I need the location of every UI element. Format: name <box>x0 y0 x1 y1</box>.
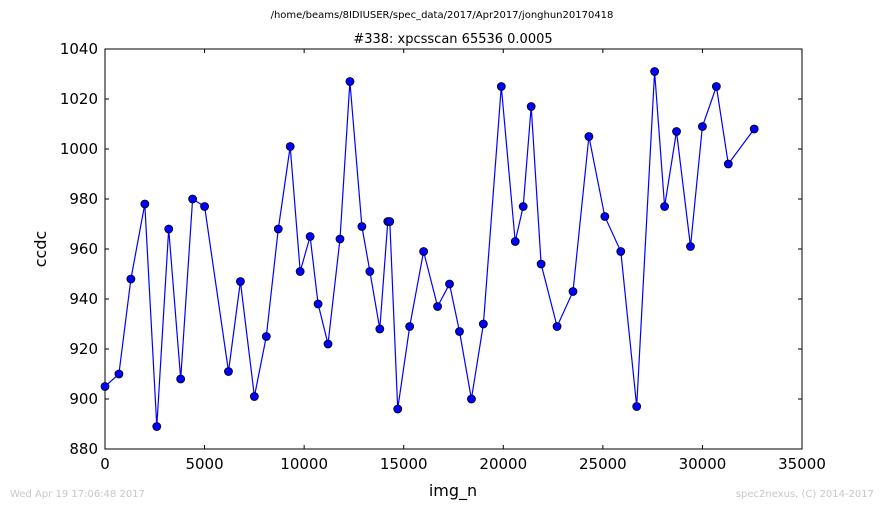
y-tick-label: 1020 <box>60 90 98 108</box>
y-tick-label: 880 <box>69 440 98 458</box>
data-point <box>686 242 695 251</box>
y-tick-label: 920 <box>69 340 98 358</box>
data-point <box>496 82 506 91</box>
plot-area <box>104 48 803 450</box>
data-point <box>568 287 578 296</box>
y-tick-label: 1000 <box>60 140 98 158</box>
data-point <box>188 194 198 204</box>
data-point <box>305 232 315 241</box>
data-point <box>672 127 681 136</box>
y-axis: 880 900 920 940 960 980 1000 1020 1040 <box>60 40 802 458</box>
footer-timestamp: Wed Apr 19 17:06:48 2017 <box>10 489 145 500</box>
data-point <box>510 237 520 246</box>
data-point <box>536 259 546 269</box>
data-point <box>375 324 385 334</box>
data-point <box>385 217 395 226</box>
data-point <box>518 202 528 211</box>
data-point <box>164 224 174 234</box>
data-point <box>650 67 660 76</box>
data-point <box>236 277 245 286</box>
data-point <box>393 404 403 414</box>
data-point <box>455 327 464 336</box>
y-tick-label: 980 <box>69 190 98 208</box>
footer-credit: spec2nexus, (C) 2014-2017 <box>735 489 874 500</box>
data-point <box>335 234 345 244</box>
data-point <box>345 77 355 86</box>
data-point <box>660 202 669 211</box>
data-point <box>526 102 536 111</box>
data-point <box>100 382 110 391</box>
series-line <box>104 71 755 427</box>
data-point <box>224 367 233 376</box>
data-point <box>433 302 442 311</box>
x-tick-label: 35000 <box>778 455 826 473</box>
data-point <box>698 122 707 131</box>
chart-suptitle: /home/beams/8IDIUSER/spec_data/2017/Apr2… <box>271 10 614 21</box>
data-point <box>711 82 721 91</box>
data-point <box>467 394 476 404</box>
x-tick-label: 30000 <box>679 455 727 473</box>
data-point <box>552 322 562 331</box>
data-point <box>200 202 209 211</box>
y-tick-label: 1040 <box>60 40 98 58</box>
plot-border <box>104 48 803 450</box>
data-point <box>323 339 333 349</box>
data-point <box>152 422 162 431</box>
data-point <box>616 247 626 256</box>
data-point <box>584 132 594 141</box>
x-axis-label: img_n <box>429 481 477 501</box>
series-line-group <box>104 71 755 427</box>
chart-title: #338: xpcsscan 65536 0.0005 <box>353 32 552 47</box>
data-point <box>405 322 415 331</box>
data-point <box>295 267 305 276</box>
x-tick-label: 25000 <box>579 455 627 473</box>
x-tick-label: 0 <box>100 455 110 473</box>
data-point <box>478 319 488 329</box>
y-tick-label: 940 <box>69 290 98 308</box>
y-tick-label: 960 <box>69 240 98 258</box>
data-point <box>445 279 454 289</box>
series-points-group <box>100 67 759 431</box>
data-point <box>723 159 733 169</box>
data-point <box>140 199 150 209</box>
x-tick-label: 10000 <box>280 455 328 473</box>
data-point <box>114 369 124 379</box>
data-point <box>273 224 283 234</box>
y-tick-label: 900 <box>69 390 98 408</box>
data-point <box>285 142 295 151</box>
x-tick-label: 15000 <box>380 455 428 473</box>
x-tick-label: 20000 <box>479 455 527 473</box>
x-tick-label: 5000 <box>185 455 223 473</box>
x-axis: 0 5000 10000 15000 20000 25000 30000 35000 <box>100 49 826 473</box>
data-point <box>419 247 429 256</box>
data-point <box>249 392 259 401</box>
data-point <box>749 124 759 134</box>
data-point <box>365 267 375 276</box>
data-point <box>176 374 186 384</box>
data-point <box>313 299 323 309</box>
data-point <box>126 274 136 284</box>
y-axis-label: ccdc <box>31 231 50 268</box>
data-point <box>632 402 642 411</box>
data-point <box>261 332 271 341</box>
data-point <box>357 222 367 231</box>
data-point <box>600 212 610 221</box>
